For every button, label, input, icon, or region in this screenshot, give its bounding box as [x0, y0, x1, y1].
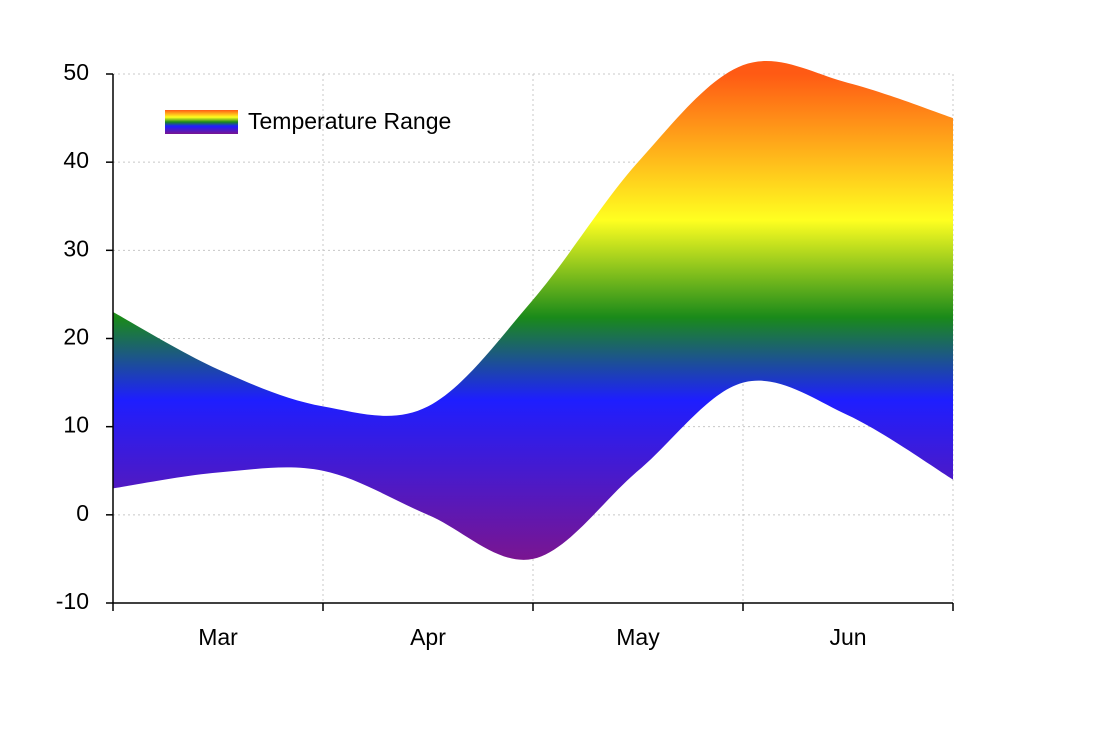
- y-tick-label: 50: [63, 59, 89, 85]
- y-tick-label: 30: [63, 235, 89, 261]
- x-tick-label: Apr: [410, 624, 446, 650]
- y-tick-label: -10: [56, 588, 89, 614]
- y-tick-label: 40: [63, 147, 89, 173]
- y-tick-label: 10: [63, 412, 89, 438]
- x-tick-label: Mar: [198, 624, 238, 650]
- legend-label: Temperature Range: [248, 108, 451, 134]
- range-area: [113, 61, 953, 560]
- x-tick-label: Jun: [829, 624, 866, 650]
- y-tick-label: 0: [76, 500, 89, 526]
- legend-swatch: [165, 110, 238, 134]
- y-tick-label: 20: [63, 324, 89, 350]
- x-tick-label: May: [616, 624, 660, 650]
